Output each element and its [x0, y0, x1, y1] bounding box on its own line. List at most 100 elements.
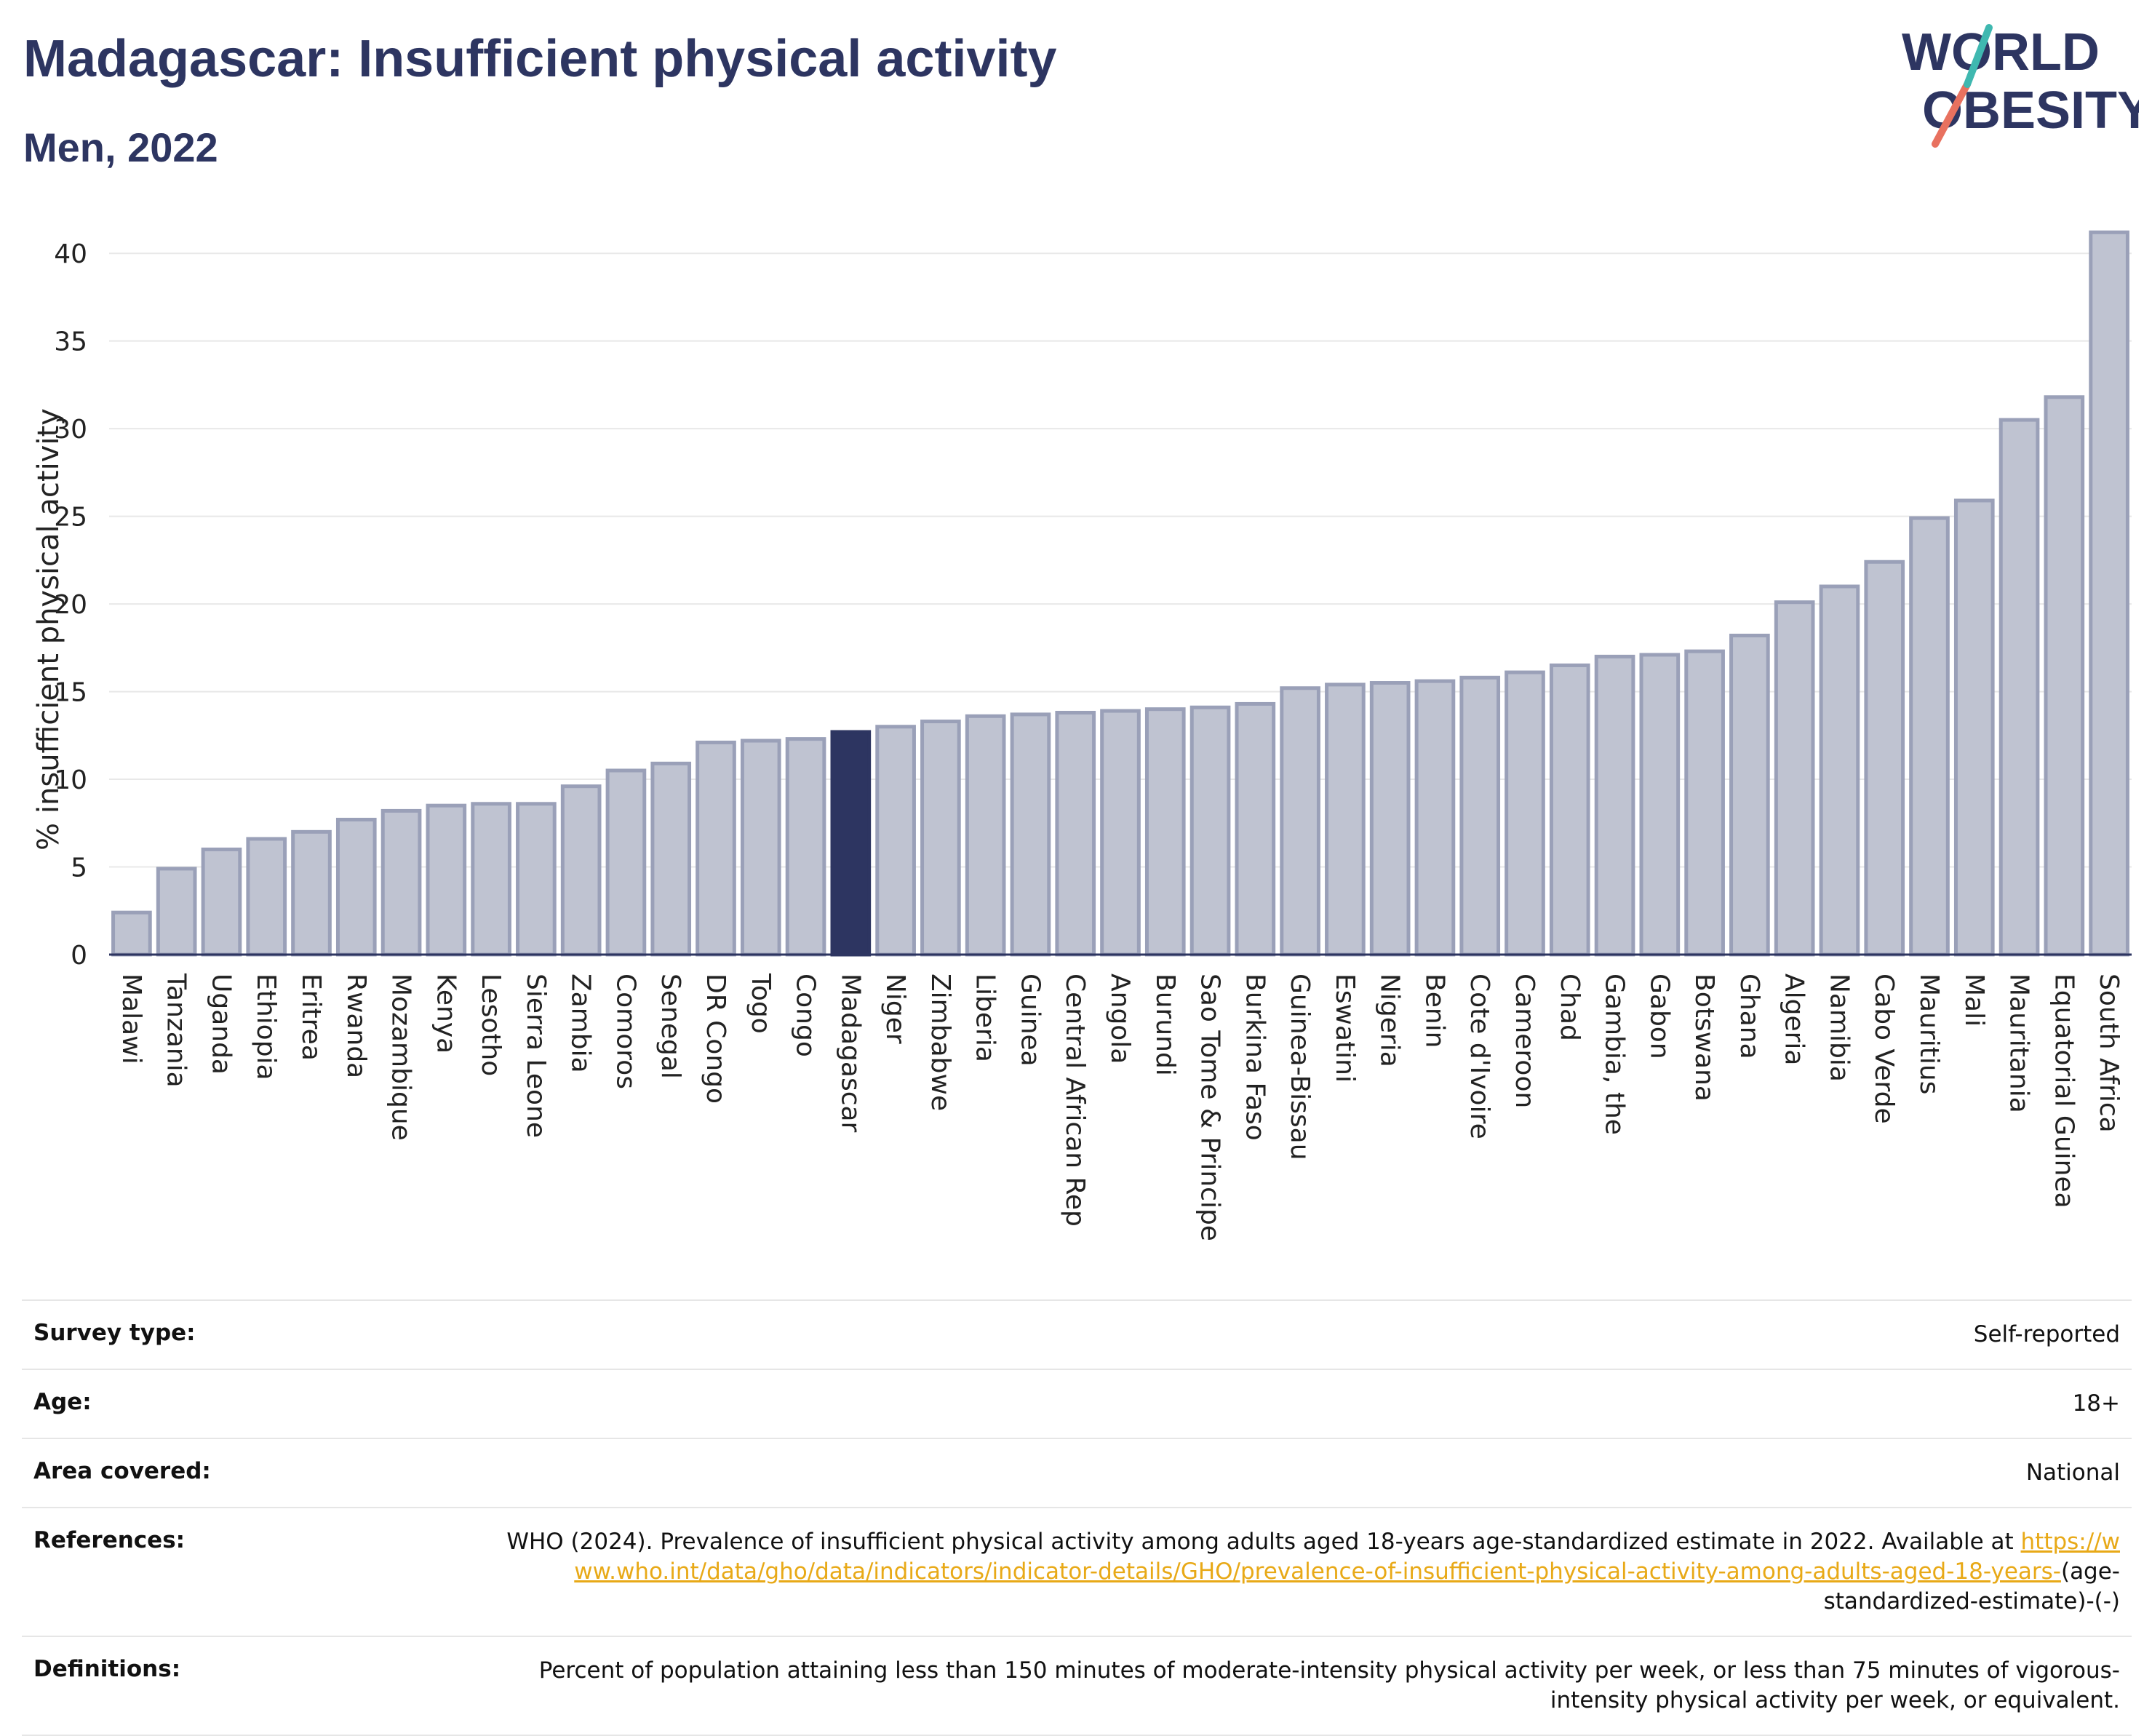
x-tick-label: Mauritius: [1914, 973, 1944, 1094]
bar-ethiopia: [246, 837, 287, 957]
bar-ghana: [1729, 633, 1770, 957]
y-axis-label: % insufficient physical activity: [32, 408, 65, 851]
bar-senegal: [650, 761, 692, 957]
x-tick-label: Angola: [1105, 973, 1135, 1064]
bar-congo: [785, 737, 826, 957]
y-tick-label: 5: [71, 853, 87, 883]
x-tick-label: Sierra Leone: [521, 973, 551, 1138]
meta-label: Definitions:: [33, 1656, 181, 1682]
world-obesity-logo: WORLD OBESITY: [1902, 23, 2139, 148]
meta-label: Age:: [33, 1389, 92, 1415]
bar-comoros: [605, 768, 647, 957]
x-tick-label: Equatorial Guinea: [2049, 973, 2079, 1209]
x-tick-label: Mali: [1959, 973, 1989, 1027]
bar-chad: [1549, 663, 1590, 957]
reference-suffix: (age-standardized-estimate)-(-): [1823, 1558, 2120, 1614]
x-tick-label: Uganda: [206, 973, 236, 1075]
x-tick-label: Namibia: [1824, 973, 1854, 1082]
x-tick-label: Central African Rep: [1060, 973, 1090, 1227]
x-tick-label: Gabon: [1644, 973, 1674, 1059]
x-tick-label: Senegal: [655, 973, 685, 1079]
bar-central-african-rep: [1055, 710, 1096, 957]
reference-link[interactable]: https://www.who.int/data/gho/data/indica…: [574, 1529, 2120, 1585]
meta-value: WHO (2024). Prevalence of insufficient p…: [479, 1508, 2132, 1636]
x-tick-label: Togo: [746, 973, 776, 1034]
x-tick-label: Ghana: [1734, 973, 1764, 1059]
y-tick-label: 20: [54, 590, 87, 620]
bar-south-africa: [2089, 230, 2129, 957]
x-tick-label: Ethiopia: [251, 973, 281, 1080]
x-tick-label: Zimbabwe: [925, 973, 955, 1111]
x-tick-label: Kenya: [431, 973, 461, 1054]
bar-madagascar: [830, 730, 872, 957]
x-tick-label: Zambia: [566, 973, 596, 1073]
x-tick-label: Cote d'Ivoire: [1464, 973, 1494, 1139]
y-tick-label: 30: [54, 415, 87, 445]
meta-label: References:: [33, 1527, 186, 1553]
x-tick-label: Burundi: [1150, 973, 1180, 1076]
y-tick-label: 0: [71, 941, 87, 971]
x-tick-label: Burkina Faso: [1240, 973, 1270, 1141]
bar-gambia-the: [1594, 654, 1635, 957]
bar-mauritania: [1998, 418, 2040, 957]
logo-slash-red: [1932, 81, 1971, 148]
bar-mauritius: [1909, 516, 1950, 957]
bar-cameroon: [1505, 670, 1545, 957]
x-tick-label: Mozambique: [386, 973, 416, 1141]
bar-algeria: [1774, 600, 1815, 957]
meta-value: Self-reported: [1973, 1321, 2120, 1347]
bar-guinea: [1010, 712, 1051, 957]
bar-gabon: [1639, 653, 1681, 957]
logo-line-1: WORLD: [1902, 23, 2100, 81]
axes: 0 5 10 15 20 25 30 35 40 Malawi Tanzania Uganda Ethi…: [54, 239, 2132, 1241]
meta-row-survey-type: Survey type: Self-reported: [22, 1299, 2132, 1369]
x-tick-label: Comoros: [610, 973, 640, 1089]
bar-eritrea: [291, 829, 332, 957]
bar-mali: [1953, 498, 1995, 957]
y-tick-label: 10: [54, 765, 87, 795]
bar-dr-congo: [696, 740, 736, 957]
x-tick-label: Benin: [1419, 973, 1449, 1048]
x-tick-label: Algeria: [1780, 973, 1809, 1066]
x-tick-label: Guinea: [1015, 973, 1045, 1067]
bar-chart: 0 5 10 15 20 25 30 35 40 Malawi Tanzania Uganda Ethi…: [32, 230, 2132, 1241]
x-tick-label: Botswana: [1689, 973, 1719, 1102]
bar-kenya: [426, 803, 467, 957]
bar-malawi: [111, 910, 152, 957]
y-tick-label: 25: [54, 503, 87, 533]
logo-line-2: OBESITY: [1922, 81, 2139, 140]
bar-burkina-faso: [1235, 701, 1276, 957]
bar-guinea-bissau: [1280, 686, 1320, 957]
bar-botswana: [1684, 649, 1725, 957]
meta-value: 18+: [2072, 1390, 2120, 1417]
meta-row-definitions: Definitions: Percent of population attai…: [22, 1636, 2132, 1736]
bar-cote-d-ivoire: [1459, 675, 1501, 957]
meta-value: Percent of population attaining less tha…: [538, 1657, 2120, 1713]
y-tick-label: 35: [54, 327, 87, 357]
meta-label: Area covered:: [33, 1458, 211, 1484]
bar-lesotho: [471, 802, 511, 957]
x-tick-label: Guinea-Bissau: [1285, 973, 1315, 1160]
bar-eswatini: [1325, 682, 1366, 957]
x-tick-label: Sao Tome & Principe: [1195, 973, 1225, 1241]
page-title: Madagascar: Insufficient physical activi…: [23, 30, 1057, 88]
x-tick-label: Congo: [791, 973, 821, 1057]
bar-namibia: [1819, 584, 1860, 957]
x-tick-label: Malawi: [116, 973, 146, 1064]
page-subtitle: Men, 2022: [23, 124, 218, 170]
bar-nigeria: [1369, 681, 1411, 957]
bar-zambia: [560, 784, 602, 957]
logo-slash-teal: [1964, 24, 1993, 88]
y-tick-label: 40: [54, 239, 87, 269]
x-tick-label: Niger: [880, 973, 910, 1044]
bar-burundi: [1144, 707, 1186, 957]
bar-sierra-leone: [516, 802, 557, 957]
reference-text: WHO (2024). Prevalence of insufficient p…: [506, 1529, 2014, 1555]
bar-mozambique: [380, 808, 422, 957]
bar-liberia: [965, 714, 1006, 957]
x-tick-label: Mauritania: [2004, 973, 2034, 1113]
bar-zimbabwe: [920, 720, 961, 957]
x-tick-label: Lesotho: [476, 973, 506, 1076]
bar-benin: [1414, 679, 1456, 957]
bar-angola: [1100, 709, 1141, 957]
